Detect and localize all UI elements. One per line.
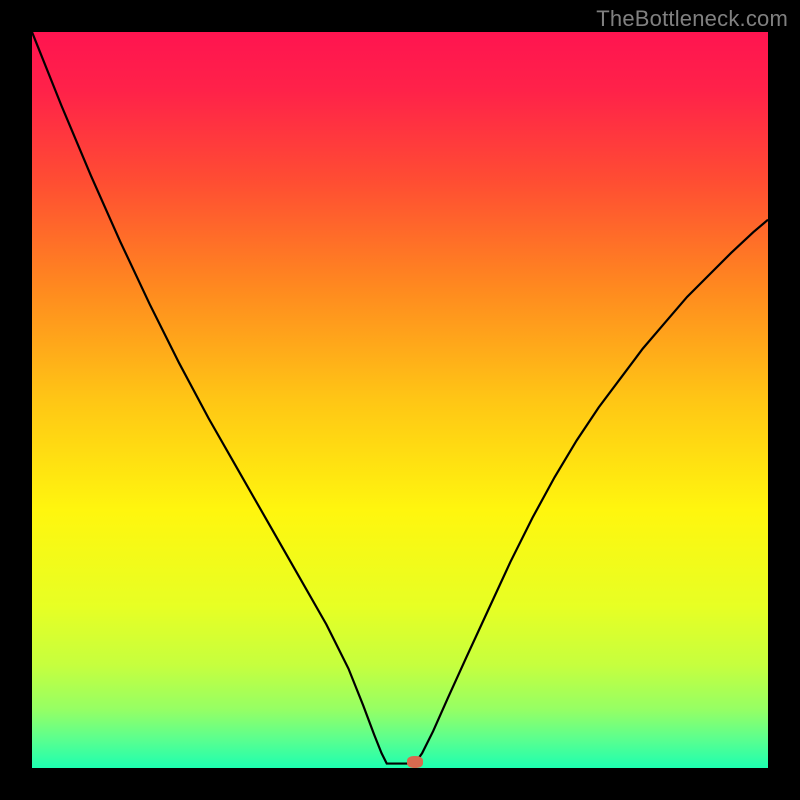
plot-area (32, 32, 768, 768)
bottleneck-curve (32, 32, 768, 768)
optimal-point-marker (407, 756, 423, 768)
watermark-text: TheBottleneck.com (596, 6, 788, 32)
